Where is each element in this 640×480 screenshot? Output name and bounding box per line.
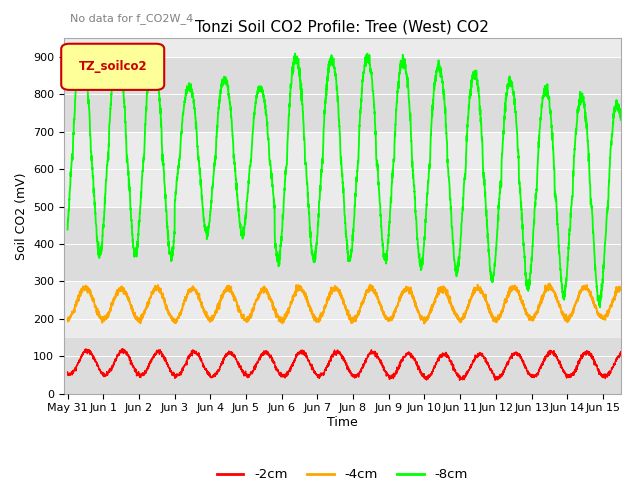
FancyBboxPatch shape [61,44,164,90]
Title: Tonzi Soil CO2 Profile: Tree (West) CO2: Tonzi Soil CO2 Profile: Tree (West) CO2 [195,20,490,35]
Bar [64,207,621,281]
Bar [64,337,621,394]
X-axis label: Time: Time [327,416,358,429]
Bar [64,57,621,132]
Legend: -2cm, -4cm, -8cm: -2cm, -4cm, -8cm [212,463,473,480]
Y-axis label: Soil CO2 (mV): Soil CO2 (mV) [15,172,28,260]
Text: No data for f_CO2W_4: No data for f_CO2W_4 [70,13,193,24]
Text: TZ_soilco2: TZ_soilco2 [79,60,147,72]
